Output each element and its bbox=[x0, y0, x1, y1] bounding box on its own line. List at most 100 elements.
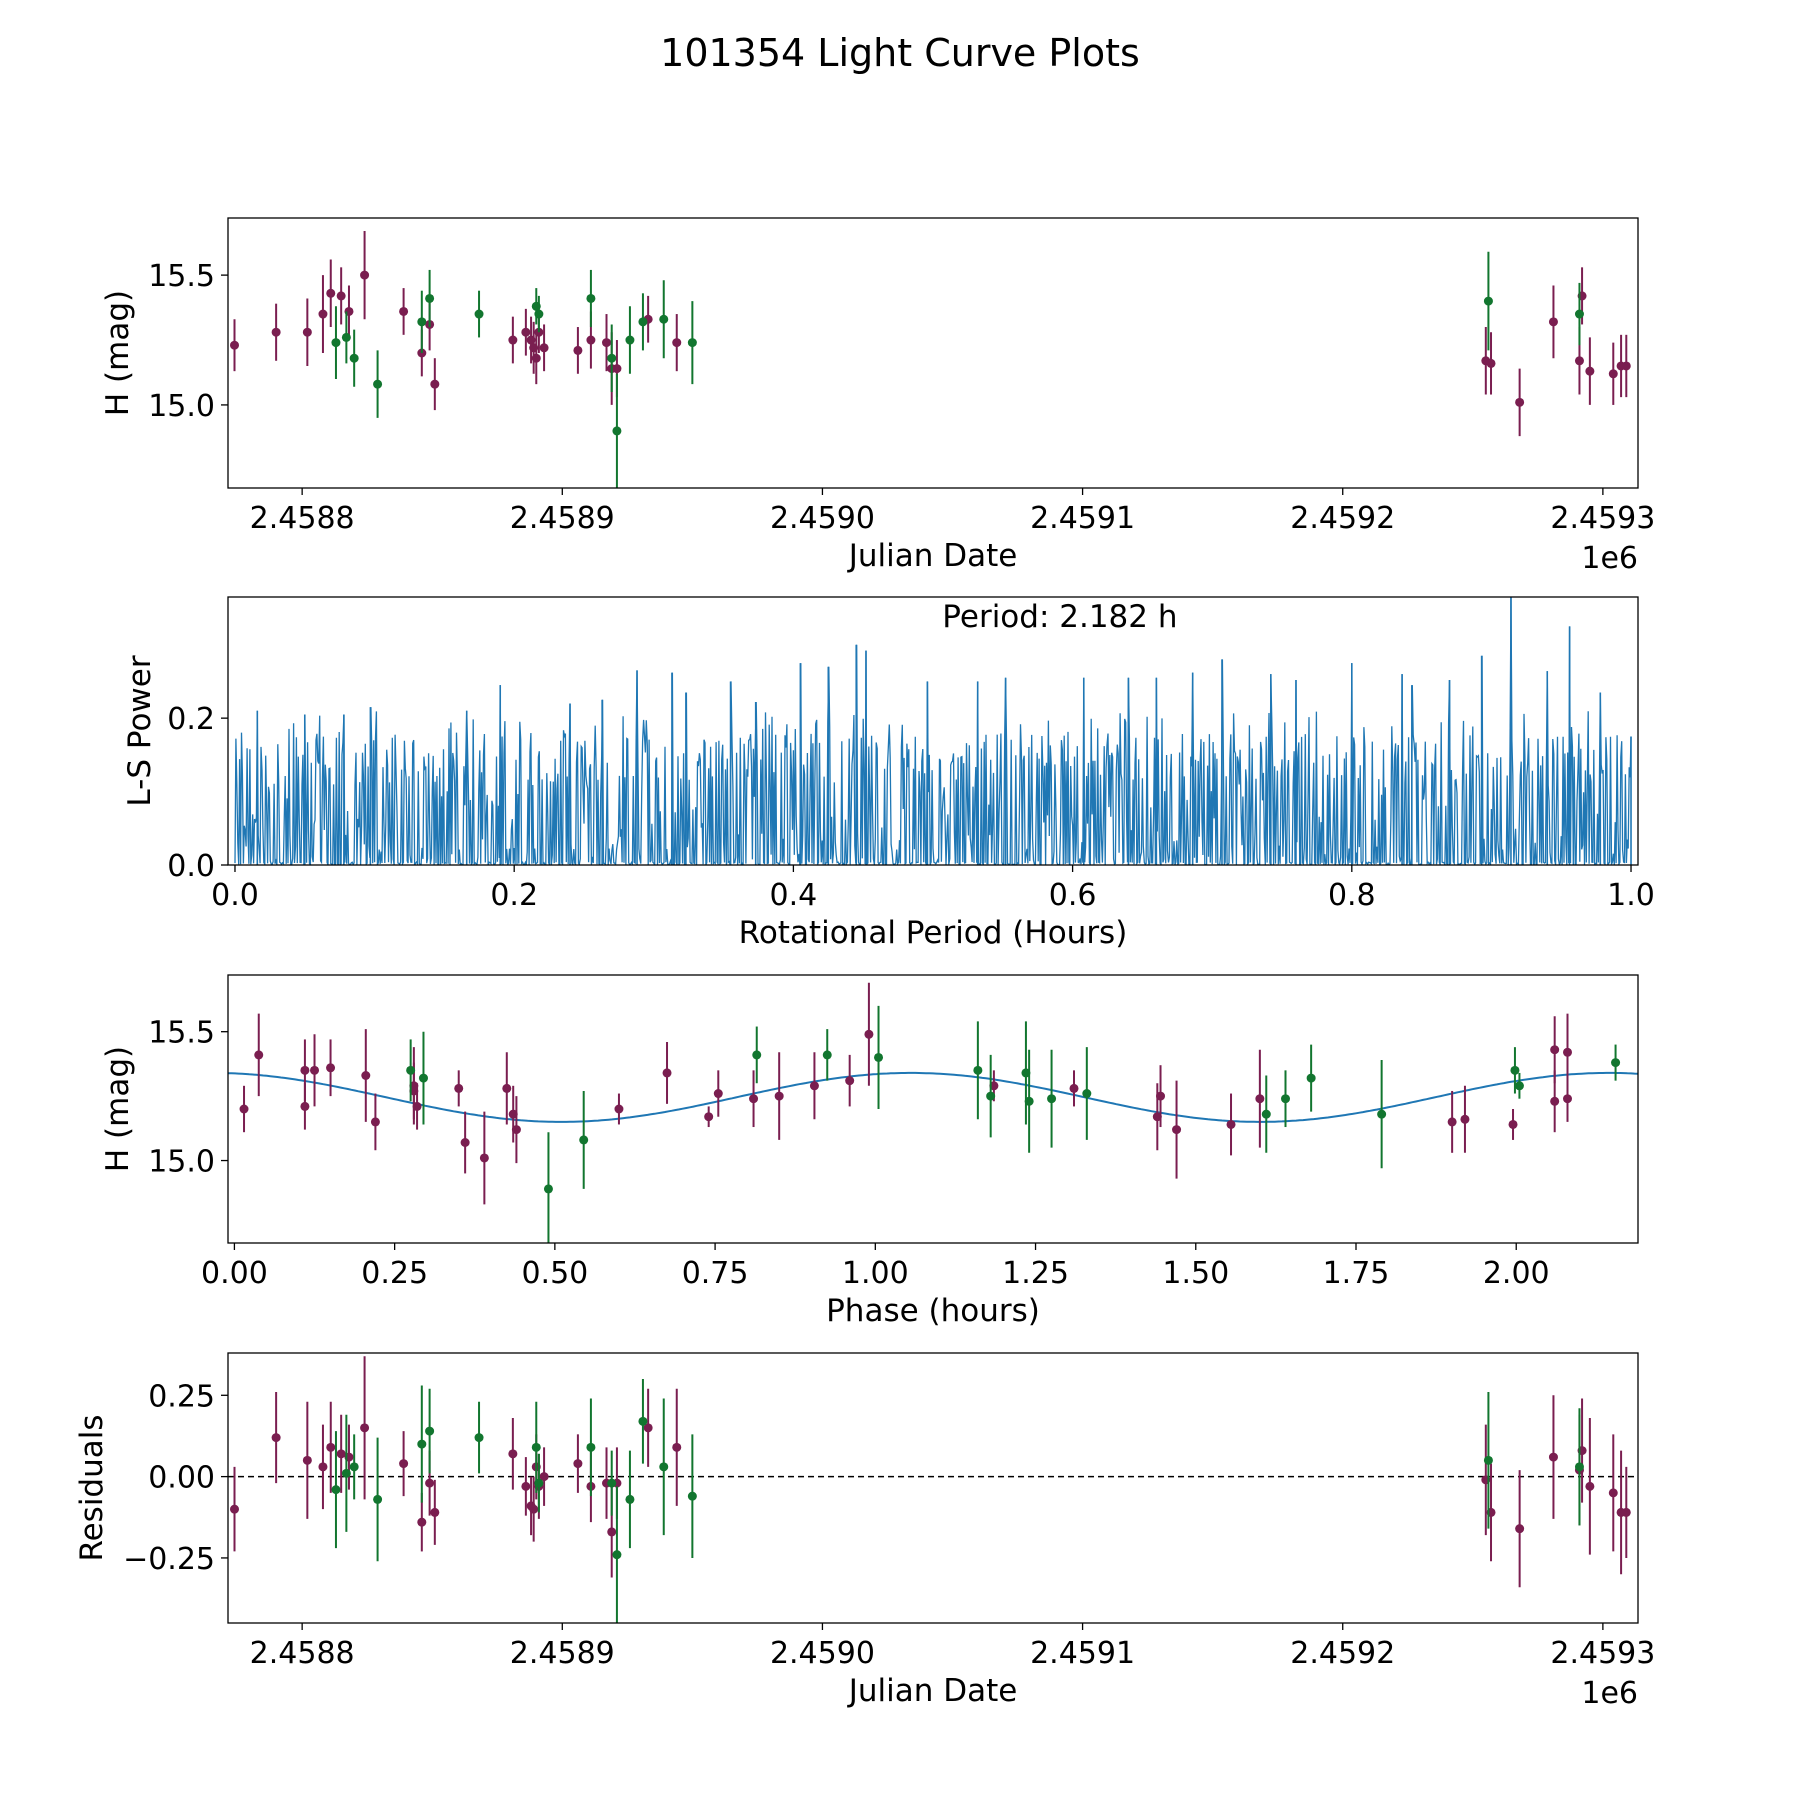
x-axis-label: Rotational Period (Hours) bbox=[739, 915, 1128, 951]
y-axis-label: Residuals bbox=[74, 1414, 110, 1561]
data-point-r bbox=[864, 1029, 874, 1039]
data-point-r bbox=[1621, 1507, 1631, 1517]
x-tick-label: 2.4591 bbox=[1030, 1636, 1135, 1671]
x-offset-label: 1e6 bbox=[1581, 541, 1638, 576]
x-offset-label: 1e6 bbox=[1581, 1676, 1638, 1711]
panel-periodogram: 0.0 0.2 0.4 0.6 0.8 1.0 0.0 0.2 Rotational Perio… bbox=[122, 596, 1655, 951]
data-point-r bbox=[1585, 1481, 1595, 1491]
data-point-r bbox=[845, 1076, 855, 1086]
x-tick-label: 0.6 bbox=[1049, 878, 1097, 913]
data-point-r bbox=[1156, 1091, 1166, 1101]
data-point-r bbox=[672, 338, 682, 348]
data-point-r bbox=[1563, 1047, 1572, 1057]
data-point-r bbox=[573, 1459, 583, 1469]
x-axis-label: Phase (hours) bbox=[826, 1293, 1040, 1329]
data-point-r bbox=[399, 306, 409, 316]
x-tick-label: 1.50 bbox=[1162, 1256, 1229, 1291]
model-fit-curve bbox=[228, 1071, 1638, 1123]
data-point-g bbox=[607, 353, 617, 363]
x-tick-label: 1.25 bbox=[1002, 1256, 1069, 1291]
data-point-g bbox=[607, 1478, 617, 1488]
figure-title: 101354 Light Curve Plots bbox=[660, 31, 1140, 75]
data-point-r bbox=[1550, 1045, 1560, 1055]
data-point-g bbox=[625, 335, 635, 345]
data-point-r bbox=[326, 1063, 336, 1073]
data-point-r bbox=[412, 1101, 422, 1111]
x-tick-label: 0.4 bbox=[770, 878, 818, 913]
data-point-g bbox=[1483, 1455, 1493, 1465]
x-tick-label: 2.4591 bbox=[1030, 501, 1135, 536]
y-tick-label: −0.25 bbox=[123, 1542, 215, 1577]
data-point-g bbox=[534, 309, 544, 319]
x-tick-label: 2.4589 bbox=[510, 501, 615, 536]
x-tick-label: 0.8 bbox=[1328, 878, 1376, 913]
data-point-r bbox=[612, 364, 622, 374]
data-point-r bbox=[1550, 1096, 1560, 1106]
data-point-g bbox=[341, 332, 351, 342]
data-point-g bbox=[417, 1439, 427, 1449]
data-point-r bbox=[1447, 1117, 1457, 1127]
data-point-g bbox=[586, 293, 596, 303]
x-tick-label: 2.4592 bbox=[1290, 1636, 1395, 1671]
data-point-g bbox=[659, 1462, 669, 1472]
data-point-r bbox=[713, 1089, 723, 1099]
data-point-r bbox=[662, 1068, 672, 1078]
data-point-g bbox=[418, 1073, 428, 1083]
x-tick-label: 2.4593 bbox=[1550, 501, 1655, 536]
data-point-r bbox=[1621, 361, 1631, 371]
data-point-r bbox=[271, 327, 281, 337]
data-point-g bbox=[687, 1491, 697, 1501]
x-tick-label: 0.2 bbox=[490, 878, 538, 913]
y-tick-label: 0.2 bbox=[167, 702, 215, 737]
data-point-r bbox=[774, 1091, 784, 1101]
data-point-r bbox=[336, 291, 346, 301]
x-tick-label: 2.4590 bbox=[770, 1636, 875, 1671]
x-tick-label: 1.0 bbox=[1607, 878, 1655, 913]
data-point-g bbox=[474, 1433, 484, 1443]
plot-area bbox=[234, 597, 1632, 865]
data-point-r bbox=[511, 1125, 521, 1135]
panel-residuals: 2.4588 2.4589 2.4590 2.4591 2.4592 2.4593 −0.2… bbox=[74, 1352, 1655, 1711]
data-point-g bbox=[638, 1416, 648, 1426]
y-axis-label: H (mag) bbox=[100, 290, 136, 416]
data-point-r bbox=[521, 1481, 531, 1491]
plot-frame bbox=[227, 974, 1639, 1244]
periodogram-line bbox=[234, 597, 1632, 865]
data-point-r bbox=[1548, 317, 1558, 327]
y-tick-label: 15.5 bbox=[148, 259, 215, 294]
data-point-r bbox=[1574, 356, 1584, 366]
data-point-g bbox=[1483, 296, 1493, 306]
data-point-g bbox=[543, 1184, 553, 1194]
data-point-g bbox=[534, 1478, 544, 1488]
data-point-g bbox=[349, 1462, 359, 1472]
data-point-r bbox=[361, 1071, 371, 1080]
data-point-r bbox=[749, 1094, 759, 1104]
data-point-g bbox=[406, 1065, 416, 1075]
data-point-r bbox=[531, 353, 541, 363]
data-point-r bbox=[300, 1065, 310, 1075]
data-point-r bbox=[539, 1472, 549, 1482]
data-point-r bbox=[529, 1504, 539, 1514]
data-point-g bbox=[1574, 1462, 1584, 1472]
y-axis-label: L-S Power bbox=[122, 655, 158, 806]
x-tick-label: 2.4592 bbox=[1290, 501, 1395, 536]
data-point-r bbox=[614, 1104, 624, 1114]
data-point-r bbox=[430, 379, 440, 389]
plot-frame bbox=[227, 596, 1639, 866]
data-point-g bbox=[752, 1050, 762, 1060]
data-point-g bbox=[1574, 309, 1584, 319]
data-point-r bbox=[1172, 1125, 1182, 1135]
data-point-r bbox=[1548, 1452, 1558, 1462]
data-point-r bbox=[302, 327, 312, 337]
data-point-r bbox=[326, 1442, 336, 1452]
period-annotation: Period: 2.182 h bbox=[942, 599, 1177, 635]
data-point-g bbox=[425, 293, 435, 303]
data-point-g bbox=[986, 1091, 996, 1101]
plot-area bbox=[230, 230, 1631, 488]
x-tick-label: 2.00 bbox=[1483, 1256, 1550, 1291]
y-tick-label: 0.00 bbox=[148, 1461, 215, 1496]
data-point-g bbox=[1510, 1065, 1520, 1075]
x-tick-label: 0.00 bbox=[201, 1256, 268, 1291]
data-point-r bbox=[1226, 1119, 1236, 1129]
plot-frame bbox=[227, 217, 1639, 489]
